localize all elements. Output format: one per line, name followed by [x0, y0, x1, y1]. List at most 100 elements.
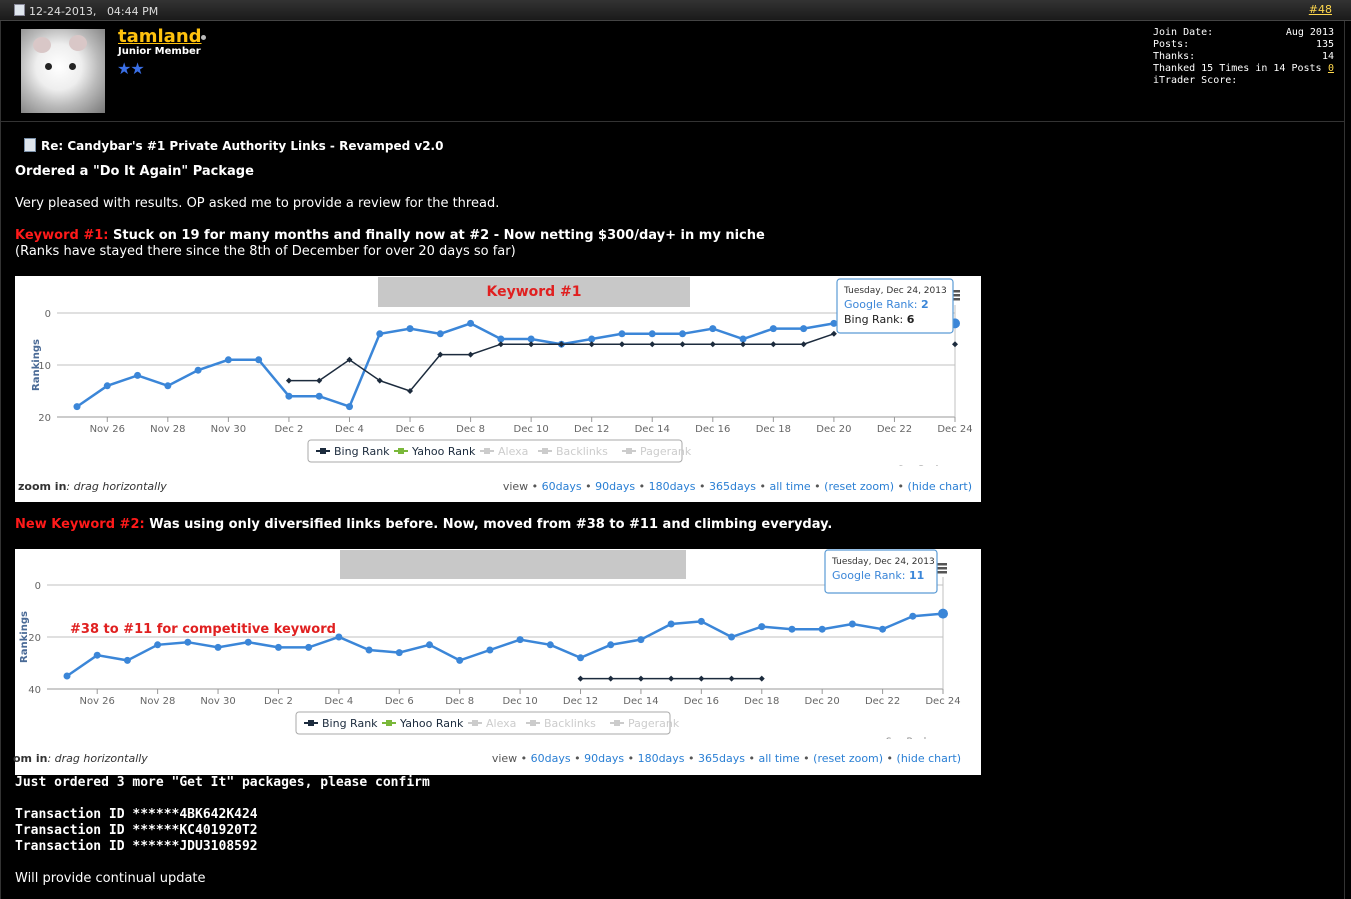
google-rank-point — [406, 325, 414, 333]
document-icon — [24, 138, 36, 152]
google-rank-point — [305, 643, 313, 651]
posts-label: Posts: — [1153, 39, 1190, 50]
view-label: view • — [502, 480, 539, 493]
chart-1-svg[interactable]: Keyword #1 0 10 20 Rankings Nov 26 Nov 28 Nov 3… — [15, 276, 981, 475]
google-rank-point — [194, 366, 202, 374]
bing-rank-point — [637, 675, 644, 682]
legend-marker — [386, 720, 392, 726]
bing-rank-point — [649, 341, 656, 348]
x-tick-label: Dec 10 — [514, 424, 549, 435]
menu-icon — [935, 571, 947, 574]
user-rank-title: Junior Member — [118, 46, 201, 57]
google-rank-point — [345, 403, 353, 411]
y-tick-label: 0 — [45, 309, 51, 320]
thanked-link[interactable]: 0 — [1327, 63, 1334, 74]
reset-zoom-link[interactable]: (reset zoom) — [824, 480, 895, 493]
google-rank-point — [679, 330, 687, 338]
keyword-1-line: Keyword #1: Stuck on 19 for many months … — [15, 228, 765, 243]
bing-rank-point — [952, 341, 958, 348]
tooltip-google-label: Google Rank: — [832, 569, 909, 582]
google-rank-point — [879, 625, 887, 633]
avatar[interactable] — [21, 29, 105, 113]
google-rank-point — [607, 641, 615, 649]
x-tick-label: Dec 24 — [925, 696, 960, 707]
legend-item-label: Alexa — [498, 445, 528, 458]
x-tick-label: Dec 20 — [816, 424, 851, 435]
y-axis-label: Rankings — [19, 611, 30, 663]
google-rank-point — [224, 356, 232, 364]
google-rank-point — [93, 651, 101, 659]
bing-rank-point — [607, 675, 614, 682]
bing-rank-point — [800, 341, 807, 348]
range-180days-link[interactable]: 180days — [637, 752, 685, 765]
range-60days-link[interactable]: 60days — [530, 752, 571, 765]
range-all-time-link[interactable]: all time — [769, 480, 811, 493]
legend-marker — [626, 448, 632, 454]
chart-keyword-1[interactable]: Keyword #1 0 10 20 Rankings Nov 26 Nov 28 Nov 3… — [15, 276, 981, 502]
google-rank-point — [848, 620, 856, 628]
hide-chart-link[interactable]: (hide chart) — [907, 480, 972, 493]
bing-rank-point — [758, 675, 765, 682]
x-tick-label: Nov 28 — [140, 696, 175, 707]
legend-marker — [484, 448, 490, 454]
x-tick-label: Dec 8 — [456, 424, 485, 435]
review-line: Very pleased with results. OP asked me t… — [15, 196, 500, 211]
google-rank-point — [728, 633, 736, 641]
legend-item-label: Bing Rank — [322, 717, 378, 730]
rank-stars-icon: ★★ — [117, 59, 145, 78]
bing-rank-point — [376, 377, 383, 384]
google-rank-point — [497, 335, 505, 343]
post-number-link[interactable]: #48 — [1308, 3, 1332, 16]
range-90days-link[interactable]: 90days — [584, 752, 625, 765]
tooltip-date: Tuesday, Dec 24, 2013 — [843, 286, 947, 296]
series-line — [76, 322, 955, 409]
google-rank-point — [618, 330, 626, 338]
legend-item-label: Pagerank — [628, 717, 680, 730]
google-rank-point — [667, 620, 675, 628]
legend-item-label: Backlinks — [544, 717, 596, 730]
order-line: Ordered a "Do It Again" Package — [15, 164, 254, 179]
range-60days-link[interactable]: 60days — [541, 480, 582, 493]
series-line — [66, 612, 944, 678]
legend-box — [295, 711, 671, 735]
thanks-value: 14 — [1321, 51, 1334, 62]
join-date-label: Join Date: — [1153, 27, 1214, 38]
x-tick-label: Dec 14 — [635, 424, 670, 435]
google-rank-point — [769, 325, 777, 333]
range-365days-link[interactable]: 365days — [698, 752, 745, 765]
range-180days-link[interactable]: 180days — [648, 480, 696, 493]
zoom-hint-text: : drag horizontally — [66, 480, 167, 493]
zoom-hint-text: : drag horizontally — [47, 752, 148, 765]
range-90days-link[interactable]: 90days — [595, 480, 636, 493]
tooltip-google-value: 11 — [909, 569, 924, 582]
chart-keyword-2[interactable]: 0 20 40 Rankings Nov 26 Nov 28 Nov 30 Dec 2 Dec … — [13, 549, 981, 775]
x-tick-label: Dec 24 — [937, 424, 972, 435]
chart-2-svg[interactable]: 0 20 40 Rankings Nov 26 Nov 28 Nov 30 Dec 2 Dec … — [15, 549, 981, 747]
thanked-label: Thanked 15 Times in 14 Posts — [1153, 63, 1322, 74]
range-all-time-link[interactable]: all time — [758, 752, 800, 765]
google-rank-point — [214, 643, 222, 651]
chart-title-band — [340, 550, 686, 579]
post-date-text: 12-24-2013, — [29, 5, 97, 18]
google-rank-point — [425, 641, 433, 649]
tooltip-bing-value: 6 — [907, 313, 915, 326]
keyword-2-text: Was using only diversified links before.… — [144, 517, 833, 532]
google-rank-point — [800, 325, 808, 333]
legend-marker — [614, 720, 620, 726]
tooltip-google-label: Google Rank: — [844, 298, 921, 311]
google-rank-point — [516, 636, 524, 644]
reset-zoom-link[interactable]: (reset zoom) — [813, 752, 884, 765]
chart-title: Keyword #1 — [486, 284, 581, 300]
google-rank-point — [788, 625, 796, 633]
hide-chart-link[interactable]: (hide chart) — [896, 752, 961, 765]
google-rank-point — [73, 403, 81, 411]
legend-marker — [542, 448, 548, 454]
x-tick-label: Dec 4 — [335, 424, 364, 435]
x-tick-label: Dec 18 — [756, 424, 791, 435]
google-rank-point — [709, 325, 717, 333]
google-rank-point — [255, 356, 263, 364]
username-link[interactable]: tamland — [118, 26, 202, 47]
menu-icon — [935, 567, 947, 570]
range-365days-link[interactable]: 365days — [709, 480, 756, 493]
bing-rank-point — [830, 330, 837, 337]
